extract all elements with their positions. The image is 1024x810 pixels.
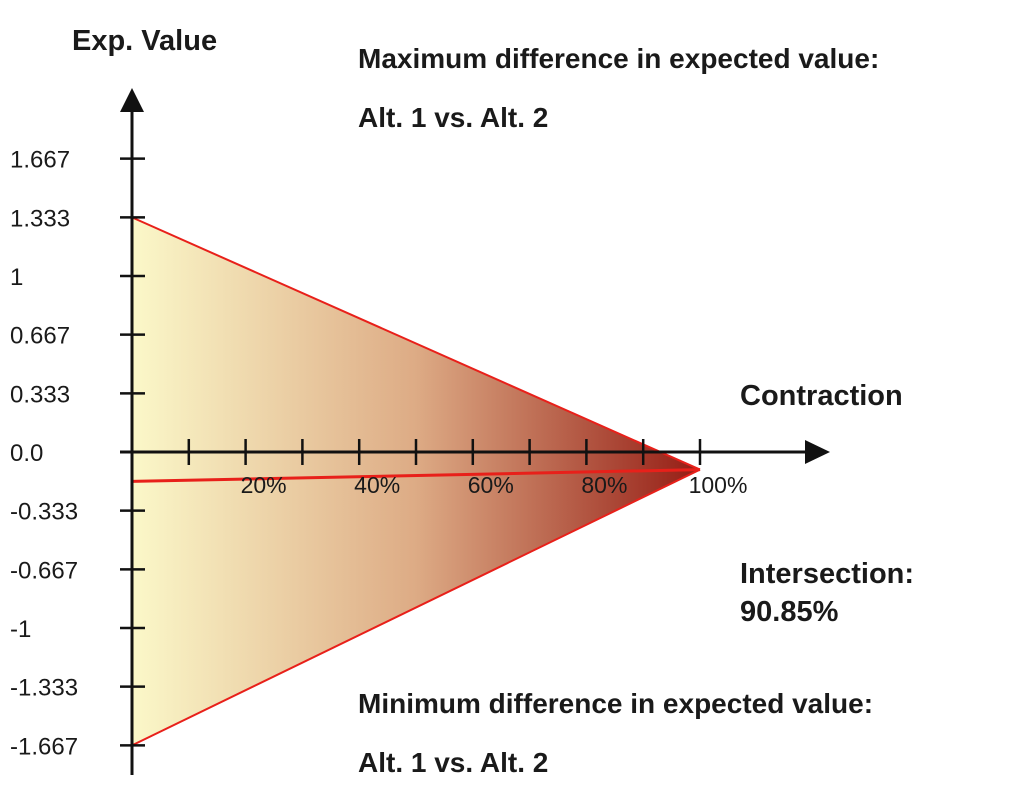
y-tick-label: 0.333 [10,381,70,408]
y-tick-label: 1.333 [10,205,70,232]
x-tick-label: 80% [581,472,627,498]
min-annotation-title: Minimum difference in expected value: [358,688,873,719]
y-tick-label: 1.667 [10,147,70,174]
x-axis-ticks: 20% 40% 60% 80% 100% [187,439,748,498]
x-tick-label: 40% [354,472,400,498]
y-tick-label: -1.667 [10,733,78,760]
y-tick-label: -0.333 [10,499,78,526]
y-axis-ticks: 1.667 1.333 1 0.667 0.333 0.0 -0.333 -0.667 -1 -1… [10,147,145,760]
max-annotation-title: Maximum difference in expected value: [358,43,879,74]
max-annotation-subtitle: Alt. 1 vs. Alt. 2 [358,102,548,133]
max-difference-line [131,216,701,471]
intersection-value: 90.85% [740,596,839,628]
x-tick-label: 60% [468,472,514,498]
x-axis-title: Contraction [740,380,903,412]
y-tick-label: -1 [10,616,31,643]
x-tick-label: 100% [689,472,748,498]
x-tick-label: 20% [241,472,287,498]
y-axis-arrowhead [120,88,144,112]
min-difference-line [131,468,701,747]
min-annotation-subtitle: Alt. 1 vs. Alt. 2 [358,747,548,778]
y-tick-label: -0.667 [10,557,78,584]
y-tick-label: 0.0 [10,440,43,467]
average-line [131,468,701,483]
x-axis-arrowhead [805,440,830,464]
range-area [132,217,700,746]
y-tick-label: -1.333 [10,675,78,702]
y-tick-label: 1 [10,264,23,291]
intersection-label: Intersection: [740,558,914,590]
y-tick-label: 0.667 [10,323,70,350]
y-axis-title: Exp. Value [72,25,217,57]
